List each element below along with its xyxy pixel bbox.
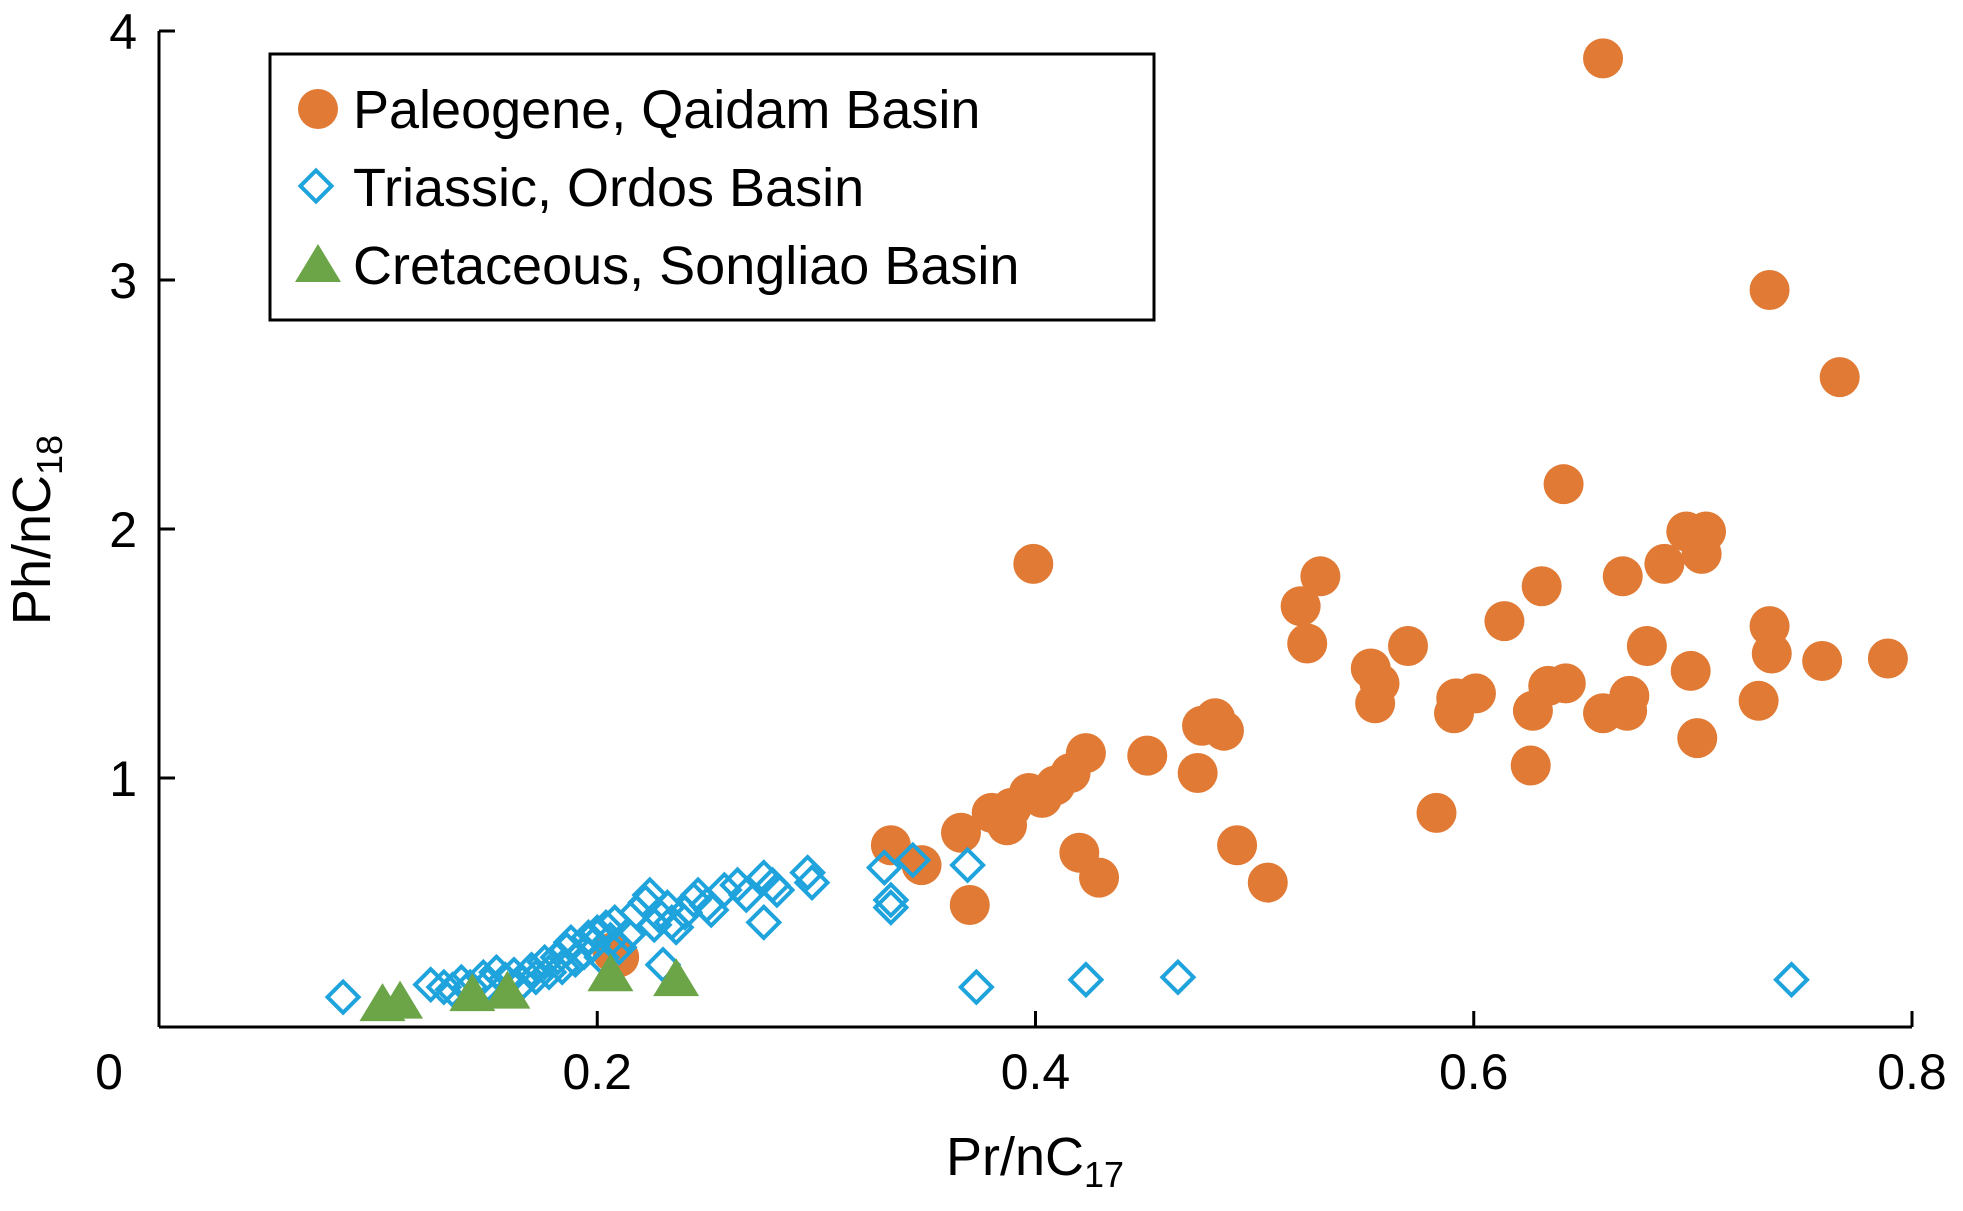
data-point-paleogene: [1127, 735, 1168, 776]
data-point-triassic: [793, 864, 831, 901]
x-tick-label: 0.2: [562, 1044, 632, 1100]
data-point-paleogene: [1543, 464, 1584, 505]
data-point-paleogene: [1670, 650, 1711, 691]
data-point-paleogene: [1802, 640, 1843, 681]
data-point-paleogene: [1521, 566, 1562, 607]
legend-marker-triangle: [295, 244, 341, 282]
data-point-triassic: [1159, 958, 1197, 996]
legend-box: [268, 52, 1156, 322]
y-tick-label: 3: [109, 253, 137, 309]
data-point-paleogene: [1512, 690, 1553, 731]
data-point-paleogene: [1819, 357, 1860, 398]
legend-label-paleogene: Paleogene, Qaidam Basin: [353, 80, 980, 140]
data-point-paleogene: [1738, 680, 1779, 721]
data-point-triassic: [719, 866, 756, 904]
data-points: [324, 38, 1908, 1022]
data-point-triassic: [657, 909, 695, 946]
data-point-triassic: [894, 841, 932, 879]
data-point-paleogene: [1484, 601, 1525, 642]
data-point-paleogene: [1022, 777, 1063, 818]
data-point-paleogene: [1287, 623, 1328, 664]
data-point-paleogene: [1867, 638, 1908, 679]
y-tick-label: 2: [109, 502, 137, 558]
y-axis-title: Ph/nC18: [2, 435, 70, 625]
data-point-cretaceous: [653, 958, 700, 997]
data-point-paleogene: [1203, 710, 1244, 751]
data-point-cretaceous: [484, 970, 531, 1009]
data-point-paleogene: [1388, 626, 1429, 667]
data-point-triassic: [1067, 961, 1105, 999]
data-point-paleogene: [1013, 543, 1054, 584]
data-point-paleogene: [1510, 745, 1551, 786]
data-point-cretaceous: [449, 973, 496, 1012]
data-point-paleogene: [1355, 683, 1396, 724]
data-point-paleogene: [949, 884, 990, 925]
data-point-paleogene: [1177, 753, 1218, 794]
x-tick-label: 0.8: [1877, 1044, 1947, 1100]
data-point-paleogene: [1749, 269, 1790, 310]
data-point-triassic: [872, 889, 910, 926]
data-point-triassic: [324, 978, 362, 1016]
data-point-paleogene: [1280, 586, 1321, 627]
data-point-triassic: [1773, 961, 1810, 999]
data-point-paleogene: [1583, 38, 1624, 79]
legend-marker-diamond: [297, 167, 335, 205]
data-point-paleogene: [1644, 543, 1685, 584]
data-point-paleogene: [1217, 825, 1258, 866]
y-tick-label: 1: [109, 751, 137, 807]
data-point-paleogene: [940, 812, 981, 853]
legend-marker-circle: [298, 89, 338, 129]
data-point-cretaceous: [587, 953, 634, 992]
data-point-triassic: [957, 968, 995, 1006]
x-axis-title: Pr/nC17: [946, 1127, 1124, 1195]
legend-label-cretaceous: Cretaceous, Songliao Basin: [353, 236, 1019, 296]
data-point-paleogene: [1602, 556, 1643, 597]
data-point-triassic: [865, 849, 903, 887]
data-point-triassic: [745, 904, 783, 941]
data-point-cretaceous: [377, 980, 424, 1019]
data-point-paleogene: [1545, 663, 1586, 704]
data-point-triassic: [425, 968, 463, 1006]
data-point-triassic: [872, 881, 910, 919]
data-point-paleogene: [1300, 556, 1341, 597]
axis-ticks: 0 0.2 0.4 0.6 0.8 1 2 3 4: [95, 4, 1947, 1100]
data-point-triassic: [679, 876, 717, 914]
data-point-triassic: [949, 846, 986, 884]
y-tick-label: 4: [109, 4, 137, 60]
data-point-paleogene: [1681, 533, 1722, 574]
x-tick-label: 0.6: [1439, 1044, 1509, 1100]
x-tick-label: 0.4: [1001, 1044, 1071, 1100]
x-tick-label: 0: [95, 1044, 123, 1100]
data-point-paleogene: [1677, 718, 1718, 759]
legend: Paleogene, Qaidam Basin Triassic, Ordos …: [268, 52, 1156, 322]
data-point-triassic: [758, 871, 796, 909]
legend-label-triassic: Triassic, Ordos Basin: [353, 158, 864, 218]
data-point-paleogene: [987, 805, 1028, 846]
data-point-paleogene: [1626, 626, 1667, 667]
data-point-paleogene: [1247, 862, 1288, 903]
data-point-triassic: [727, 876, 765, 914]
data-point-paleogene: [1609, 675, 1650, 716]
data-point-paleogene: [1416, 792, 1457, 833]
data-point-paleogene: [1434, 693, 1475, 734]
data-point-paleogene: [1751, 633, 1792, 674]
data-point-paleogene: [1079, 857, 1120, 898]
